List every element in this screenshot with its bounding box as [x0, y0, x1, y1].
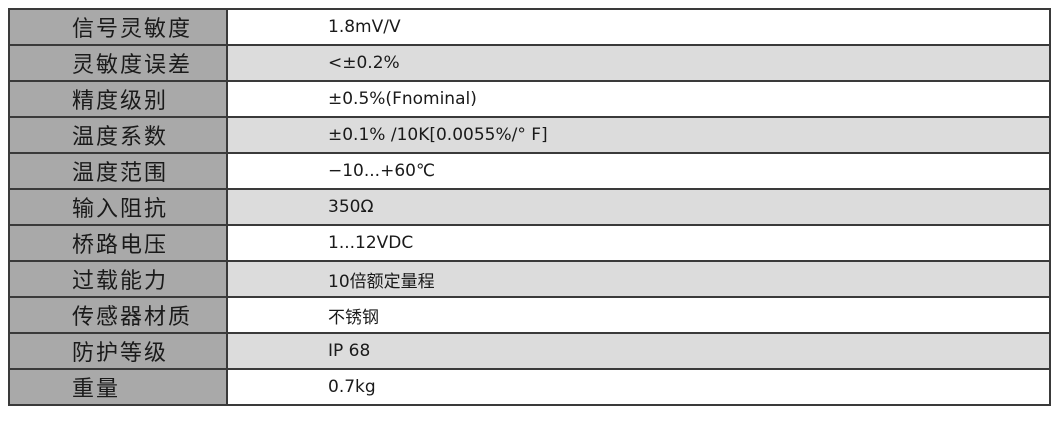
table-row: 传感器材质 不锈钢: [8, 296, 1051, 334]
table-row: 桥路电压 1...12VDC: [8, 224, 1051, 262]
spec-value: <±0.2%: [226, 44, 1051, 82]
table-row: 输入阻抗 350Ω: [8, 188, 1051, 226]
spec-value: −10...+60℃: [226, 152, 1051, 190]
table-row: 过载能力 10倍额定量程: [8, 260, 1051, 298]
spec-label: 传感器材质: [8, 296, 228, 334]
spec-value: 1.8mV/V: [226, 8, 1051, 46]
spec-label: 输入阻抗: [8, 188, 228, 226]
spec-value: IP 68: [226, 332, 1051, 370]
spec-label: 温度系数: [8, 116, 228, 154]
table-row: 防护等级 IP 68: [8, 332, 1051, 370]
table-row: 精度级别 ±0.5%(Fnominal): [8, 80, 1051, 118]
table-row: 温度系数 ±0.1% /10K[0.0055%/° F]: [8, 116, 1051, 154]
spec-value: 1...12VDC: [226, 224, 1051, 262]
spec-value: 不锈钢: [226, 296, 1051, 334]
table-row: 重量 0.7kg: [8, 368, 1051, 406]
table-row: 灵敏度误差 <±0.2%: [8, 44, 1051, 82]
spec-table: 信号灵敏度 1.8mV/V 灵敏度误差 <±0.2% 精度级别 ±0.5%(Fnomina…: [8, 8, 1051, 406]
spec-label: 灵敏度误差: [8, 44, 228, 82]
table-row: 温度范围 −10...+60℃: [8, 152, 1051, 190]
spec-label: 防护等级: [8, 332, 228, 370]
spec-label: 信号灵敏度: [8, 8, 228, 46]
spec-label: 精度级别: [8, 80, 228, 118]
spec-label: 过载能力: [8, 260, 228, 298]
spec-label: 温度范围: [8, 152, 228, 190]
spec-value: 0.7kg: [226, 368, 1051, 406]
spec-value: ±0.5%(Fnominal): [226, 80, 1051, 118]
spec-value: ±0.1% /10K[0.0055%/° F]: [226, 116, 1051, 154]
spec-label: 桥路电压: [8, 224, 228, 262]
table-row: 信号灵敏度 1.8mV/V: [8, 8, 1051, 46]
spec-value: 350Ω: [226, 188, 1051, 226]
spec-value: 10倍额定量程: [226, 260, 1051, 298]
spec-label: 重量: [8, 368, 228, 406]
